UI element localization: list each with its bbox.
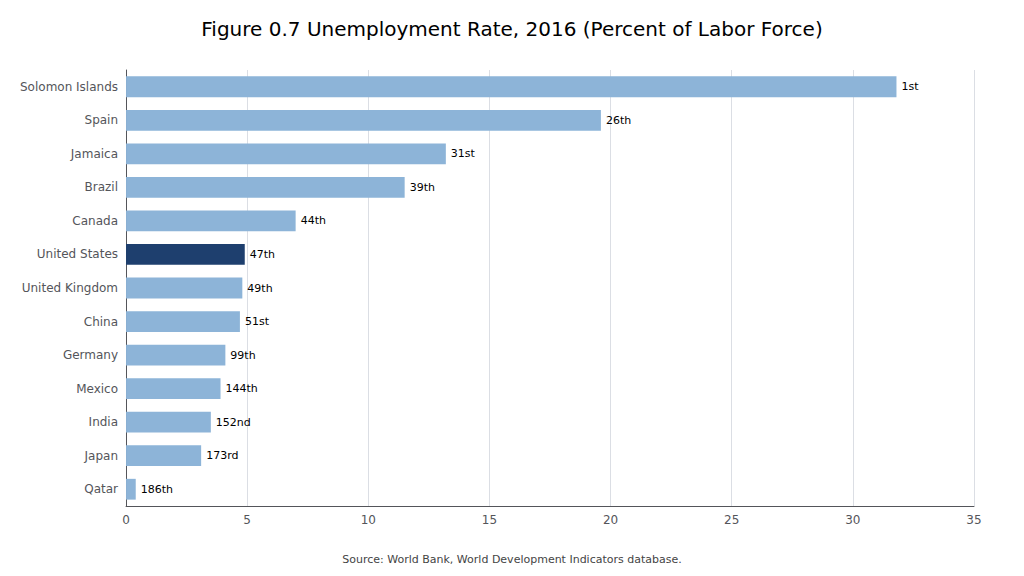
svg-text:Solomon Islands: Solomon Islands (20, 80, 118, 94)
svg-text:Jamaica: Jamaica (70, 147, 118, 161)
svg-text:51st: 51st (245, 315, 270, 328)
svg-text:144th: 144th (226, 382, 258, 395)
svg-text:1st: 1st (901, 80, 919, 93)
svg-text:152nd: 152nd (216, 416, 251, 429)
svg-text:Spain: Spain (85, 113, 119, 127)
svg-text:Source: World Bank, World Deve: Source: World Bank, World Development In… (342, 553, 682, 566)
svg-text:United Kingdom: United Kingdom (22, 281, 118, 295)
svg-text:20: 20 (603, 513, 618, 527)
svg-text:15: 15 (482, 513, 497, 527)
svg-text:0: 0 (122, 513, 130, 527)
svg-text:186th: 186th (141, 483, 173, 496)
svg-text:35: 35 (966, 513, 981, 527)
svg-text:30: 30 (845, 513, 860, 527)
svg-text:26th: 26th (606, 114, 631, 127)
svg-text:173rd: 173rd (206, 449, 238, 462)
svg-text:99th: 99th (230, 349, 255, 362)
svg-text:47th: 47th (250, 248, 275, 261)
svg-text:Germany: Germany (63, 348, 118, 362)
svg-text:25: 25 (724, 513, 739, 527)
svg-text:United States: United States (37, 247, 118, 261)
svg-text:Mexico: Mexico (76, 382, 118, 396)
svg-text:39th: 39th (410, 181, 435, 194)
svg-text:Figure 0.7 Unemployment Rate,: Figure 0.7 Unemployment Rate, 2016 (Perc… (201, 17, 822, 41)
svg-text:31st: 31st (451, 147, 476, 160)
svg-text:49th: 49th (247, 282, 272, 295)
svg-text:44th: 44th (301, 214, 326, 227)
svg-text:10: 10 (361, 513, 376, 527)
svg-text:Qatar: Qatar (84, 482, 118, 496)
svg-text:Canada: Canada (72, 214, 118, 228)
svg-text:5: 5 (243, 513, 251, 527)
svg-text:Japan: Japan (84, 449, 118, 463)
svg-text:China: China (84, 315, 118, 329)
svg-text:India: India (89, 415, 118, 429)
svg-text:Brazil: Brazil (85, 180, 119, 194)
